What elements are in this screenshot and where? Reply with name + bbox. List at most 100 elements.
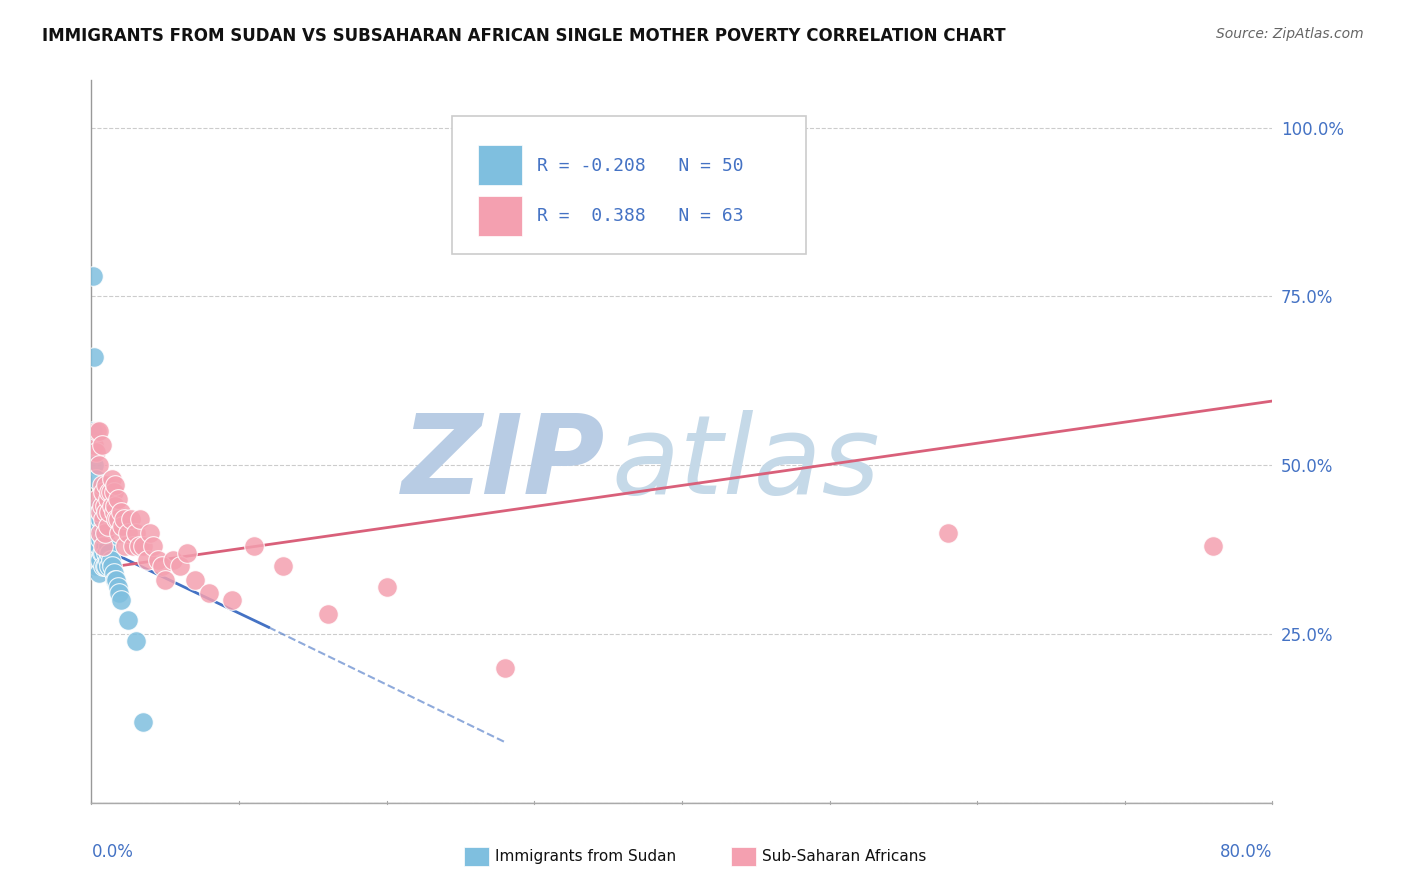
Point	[273, 559, 295, 574]
Point	[87, 566, 110, 581]
Point	[91, 539, 114, 553]
Point	[103, 505, 125, 519]
Text: R = -0.208   N = 50: R = -0.208 N = 50	[537, 156, 744, 175]
Point	[494, 661, 516, 675]
Point	[90, 505, 112, 519]
Text: R =  0.388   N = 63: R = 0.388 N = 63	[537, 207, 744, 225]
Point	[124, 633, 148, 648]
FancyBboxPatch shape	[478, 145, 523, 185]
Text: IMMIGRANTS FROM SUDAN VS SUBSAHARAN AFRICAN SINGLE MOTHER POVERTY CORRELATION CH: IMMIGRANTS FROM SUDAN VS SUBSAHARAN AFRI…	[42, 27, 1005, 45]
Text: Source: ZipAtlas.com: Source: ZipAtlas.com	[1216, 27, 1364, 41]
Point	[91, 519, 114, 533]
Point	[183, 573, 207, 587]
Point	[146, 552, 169, 566]
Point	[89, 525, 111, 540]
Point	[100, 485, 122, 500]
Point	[316, 607, 339, 621]
Point	[89, 512, 111, 526]
Point	[107, 580, 129, 594]
Point	[87, 539, 110, 553]
Point	[82, 425, 104, 439]
Point	[87, 519, 110, 533]
Text: 80.0%: 80.0%	[1220, 843, 1272, 861]
Point	[198, 586, 221, 600]
Point	[375, 580, 398, 594]
Point	[84, 444, 107, 458]
Point	[169, 559, 191, 574]
Point	[936, 525, 959, 540]
Point	[83, 525, 105, 540]
Point	[132, 539, 155, 553]
Point	[153, 573, 177, 587]
Point	[90, 499, 112, 513]
Point	[97, 491, 120, 506]
Point	[117, 525, 139, 540]
Text: atlas: atlas	[612, 409, 880, 516]
Point	[86, 505, 108, 519]
Point	[176, 546, 198, 560]
Text: Immigrants from Sudan: Immigrants from Sudan	[495, 849, 676, 863]
Point	[105, 573, 128, 587]
Point	[108, 525, 131, 540]
Point	[93, 559, 115, 574]
Point	[93, 539, 115, 553]
Point	[100, 552, 122, 566]
Point	[83, 458, 105, 472]
Point	[86, 525, 108, 540]
Point	[89, 552, 111, 566]
Point	[98, 546, 121, 560]
Point	[90, 525, 112, 540]
Point	[104, 573, 127, 587]
Point	[83, 438, 105, 452]
Point	[93, 499, 115, 513]
FancyBboxPatch shape	[451, 117, 806, 253]
Point	[101, 499, 124, 513]
Point	[97, 552, 120, 566]
Point	[96, 525, 118, 540]
Text: Sub-Saharan Africans: Sub-Saharan Africans	[762, 849, 927, 863]
Point	[104, 499, 127, 513]
Point	[128, 539, 150, 553]
Point	[93, 525, 115, 540]
Point	[107, 512, 129, 526]
Point	[84, 472, 107, 486]
Point	[105, 512, 128, 526]
Point	[136, 552, 159, 566]
Point	[86, 425, 108, 439]
Point	[82, 512, 104, 526]
Point	[86, 491, 108, 506]
Point	[91, 512, 114, 526]
Point	[142, 539, 165, 553]
Point	[83, 350, 105, 364]
Point	[132, 714, 155, 729]
Point	[87, 499, 110, 513]
Point	[87, 425, 110, 439]
Point	[97, 519, 120, 533]
Point	[96, 478, 118, 492]
Point	[107, 491, 129, 506]
Point	[112, 512, 135, 526]
Point	[84, 539, 107, 553]
Point	[243, 539, 266, 553]
Point	[91, 485, 114, 500]
Point	[89, 533, 111, 547]
Point	[139, 525, 162, 540]
Point	[89, 505, 111, 519]
Point	[110, 505, 132, 519]
Point	[101, 472, 124, 486]
Point	[111, 519, 134, 533]
Text: ZIP: ZIP	[402, 409, 605, 516]
Point	[91, 559, 114, 574]
FancyBboxPatch shape	[478, 196, 523, 235]
Point	[86, 552, 108, 566]
Point	[121, 539, 143, 553]
Point	[221, 593, 243, 607]
Point	[108, 586, 131, 600]
Point	[90, 478, 112, 492]
Point	[96, 559, 118, 574]
Point	[87, 552, 110, 566]
Point	[117, 614, 139, 628]
Point	[96, 546, 118, 560]
Point	[120, 512, 142, 526]
Point	[124, 525, 148, 540]
